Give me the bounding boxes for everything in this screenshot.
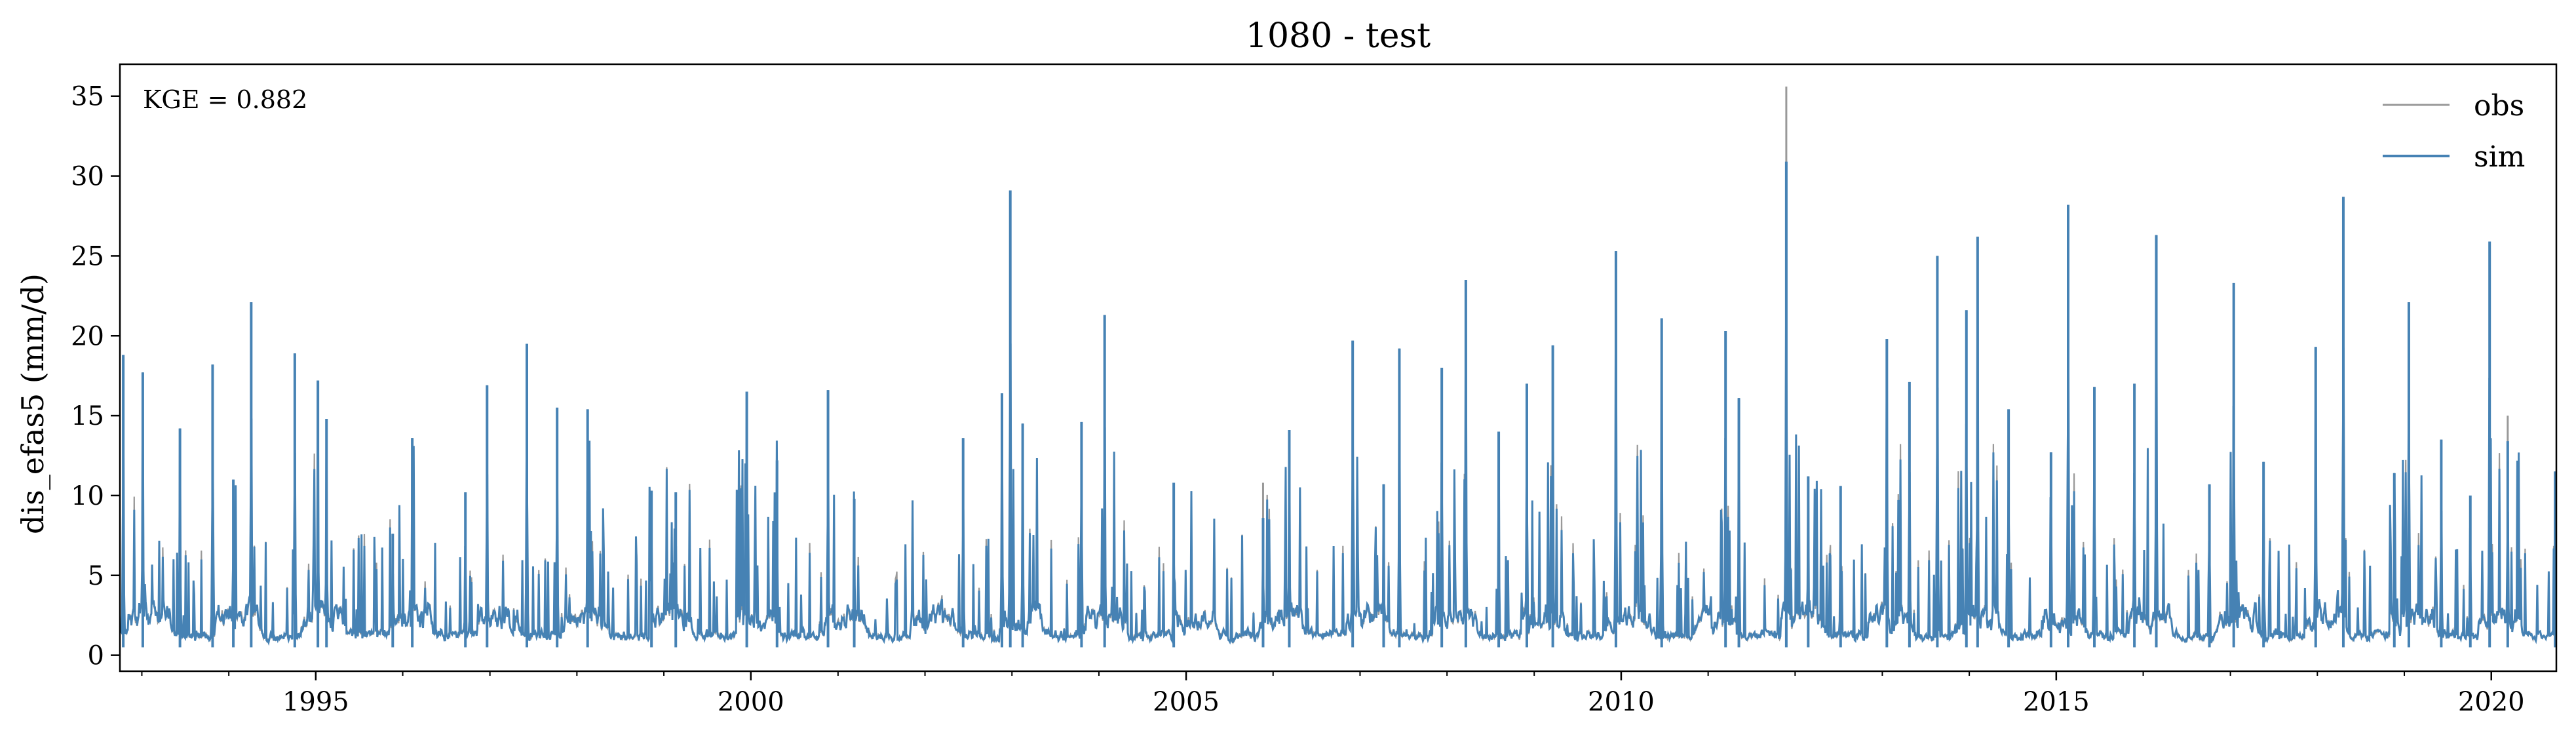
x-tick-label: 2010 [1588, 687, 1655, 717]
legend-obs-label: obs [2474, 89, 2524, 123]
y-tick-label: 30 [71, 162, 104, 192]
kge-annotation: KGE = 0.882 [143, 85, 307, 114]
y-axis-label: dis_efas5 (mm/d) [15, 273, 50, 534]
x-tick-label: 1995 [282, 687, 349, 717]
y-axis: 0 5 10 15 20 25 30 35 [71, 82, 120, 671]
x-tick-label: 2005 [1153, 687, 1220, 717]
y-tick-label: 25 [71, 241, 104, 271]
y-tick-label: 10 [71, 481, 104, 511]
x-tick-label: 2000 [718, 687, 784, 717]
x-tick-label: 2020 [2458, 687, 2525, 717]
peaks-layer [122, 87, 2556, 648]
x-tick-label: 2015 [2023, 687, 2090, 717]
y-tick-label: 20 [71, 321, 104, 351]
chart-title: 1080 - test [1246, 16, 1431, 56]
plot-frame [119, 63, 2558, 673]
x-axis: 1995 2000 2005 2010 2015 2020 [141, 671, 2525, 717]
y-tick-label: 15 [71, 401, 104, 431]
y-tick-label: 0 [88, 641, 104, 671]
legend: obs sim [2383, 89, 2525, 174]
y-tick-label: 35 [71, 82, 104, 112]
y-tick-label: 5 [88, 561, 104, 591]
legend-sim-label: sim [2474, 140, 2525, 174]
